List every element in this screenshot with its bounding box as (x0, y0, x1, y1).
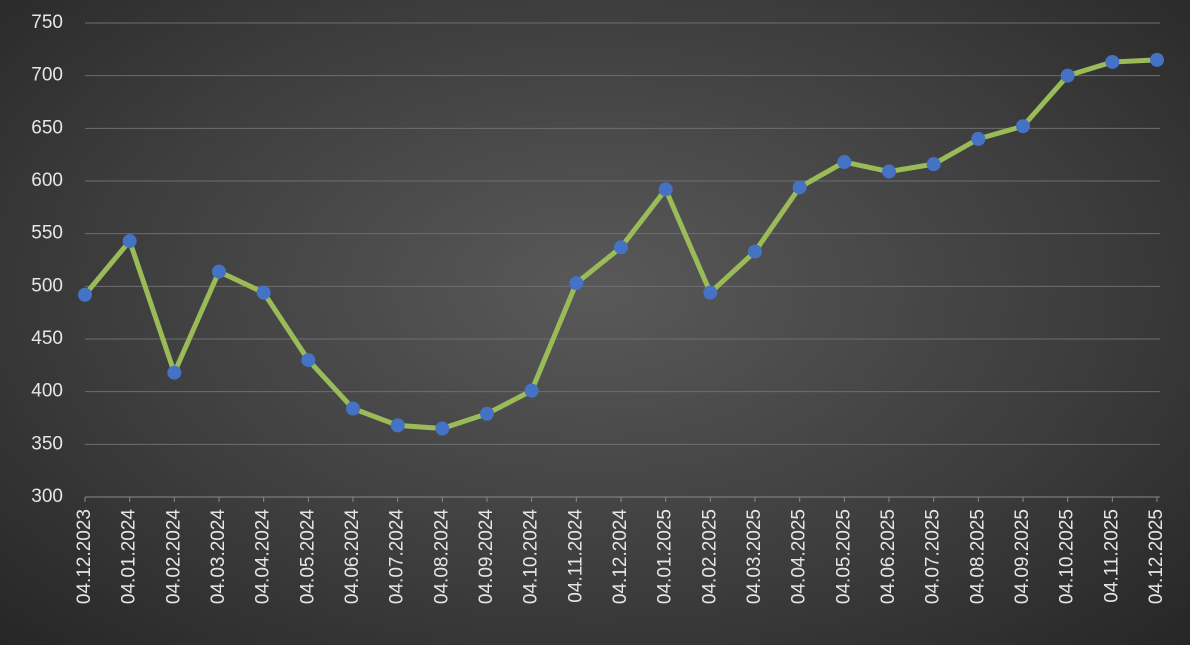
x-tick-label: 04.04.2024 (253, 509, 274, 605)
y-tick-label: 550 (31, 223, 63, 244)
x-tick-label: 04.06.2025 (878, 509, 899, 604)
y-tick-label: 700 (31, 65, 63, 86)
x-tick-label: 04.01.2025 (655, 509, 676, 604)
data-point (1150, 52, 1164, 67)
data-point (301, 353, 316, 368)
data-point (390, 418, 405, 433)
data-point (78, 287, 92, 302)
x-tick-label: 04.01.2024 (119, 509, 140, 605)
x-tick-label: 04.04.2025 (789, 509, 810, 604)
data-point (971, 131, 986, 146)
data-point (882, 164, 896, 179)
x-tick-label: 04.08.2025 (967, 509, 988, 604)
y-tick-label: 300 (31, 486, 63, 507)
x-tick-label: 04.12.2025 (1146, 509, 1167, 604)
data-point (703, 285, 718, 300)
data-point (212, 264, 226, 279)
data-point (569, 276, 584, 291)
x-tick-label: 04.03.2024 (208, 509, 229, 605)
x-tick-label: 04.07.2025 (923, 509, 944, 604)
data-point (792, 180, 807, 195)
y-tick-label: 450 (31, 328, 63, 349)
data-point (435, 421, 450, 436)
x-tick-label: 04.05.2024 (297, 509, 318, 605)
data-point (926, 157, 941, 172)
x-tick-label: 04.08.2024 (431, 509, 452, 605)
x-tick-label: 04.03.2025 (744, 509, 765, 604)
data-point (614, 240, 628, 255)
x-tick-label: 04.06.2024 (342, 509, 363, 605)
y-tick-label: 750 (31, 12, 63, 33)
x-tick-label: 04.07.2024 (387, 509, 408, 605)
data-point (524, 383, 539, 398)
y-tick-label: 400 (31, 381, 63, 402)
x-tick-label: 04.10.2025 (1057, 509, 1078, 604)
data-point (122, 234, 137, 249)
data-point (346, 401, 360, 416)
x-tick-label: 04.09.2025 (1012, 509, 1033, 604)
data-point (748, 244, 762, 259)
data-point (837, 155, 852, 170)
x-tick-label: 04.02.2024 (163, 509, 184, 605)
x-tick-label: 04.12.2023 (74, 509, 95, 604)
x-tick-label: 04.10.2024 (521, 509, 542, 605)
y-tick-label: 350 (31, 433, 63, 454)
data-point (1060, 68, 1075, 83)
x-tick-label: 04.05.2025 (833, 509, 854, 604)
data-point (1016, 119, 1030, 134)
data-point (167, 365, 182, 380)
y-tick-label: 500 (31, 275, 63, 296)
x-tick-label: 04.11.2024 (565, 509, 586, 603)
x-tick-label: 04.12.2024 (610, 509, 631, 605)
data-point (658, 182, 673, 197)
x-tick-label: 04.11.2025 (1101, 509, 1122, 603)
data-point (480, 406, 494, 421)
y-tick-label: 650 (31, 117, 63, 138)
data-point (256, 285, 271, 300)
x-tick-label: 04.02.2025 (699, 509, 720, 604)
data-point (1105, 54, 1120, 69)
y-tick-label: 600 (31, 170, 63, 191)
x-tick-label: 04.09.2024 (476, 509, 497, 605)
